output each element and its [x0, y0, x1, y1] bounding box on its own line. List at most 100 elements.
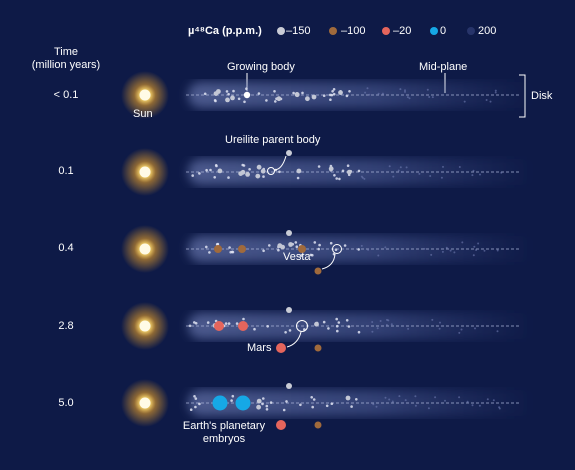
dust-particle [392, 175, 395, 178]
dust-particle [364, 91, 367, 94]
time-label-row3: 0.4 [58, 242, 74, 254]
dust-particle [399, 88, 402, 91]
dust-particle [328, 93, 332, 97]
time-label-row1: < 0.1 [53, 89, 79, 101]
vesta-body [314, 267, 322, 275]
dust-particle [225, 90, 229, 93]
disk-haze-row4 [188, 313, 533, 339]
dust-particle [388, 165, 391, 168]
dust-particle [338, 177, 341, 181]
legend-swatch-3 [430, 27, 438, 35]
planetesimal [260, 168, 266, 174]
sun-core-row4 [139, 320, 151, 332]
planetesimal [311, 94, 317, 100]
dust-particle [335, 317, 339, 321]
dust-particle [214, 99, 217, 103]
dust-particle [473, 245, 476, 248]
dust-particle [494, 89, 497, 92]
dust-particle [318, 243, 321, 247]
dust-particle [327, 327, 330, 330]
dust-particle [337, 321, 341, 324]
dust-particle [472, 254, 475, 257]
dust-particle [428, 96, 431, 98]
dust-particle [277, 248, 280, 252]
dust-particle [205, 245, 208, 249]
planetesimal [345, 395, 351, 401]
dust-particle [227, 176, 230, 179]
dust-particle [213, 176, 216, 179]
dust-particle [248, 168, 251, 171]
planetesimal [294, 92, 300, 98]
mars-body [276, 420, 286, 430]
dust-particle [262, 249, 265, 253]
time-label-row4: 2.8 [58, 320, 74, 332]
dust-particle [426, 88, 429, 91]
ureilite-parent-body [267, 167, 275, 175]
ureilite-arrow [273, 155, 287, 171]
dust-particle [442, 165, 444, 168]
dust-particle [384, 396, 387, 399]
dust-particle [228, 246, 231, 249]
dust-particle [345, 94, 349, 98]
planetesimal [217, 168, 223, 174]
dust-particle [397, 169, 400, 172]
dust-particle [227, 92, 230, 96]
dust-particle [334, 248, 338, 251]
dust-particle [230, 399, 233, 402]
dust-particle [273, 90, 276, 93]
dust-particle [332, 88, 336, 91]
planetesimal [256, 398, 262, 404]
dust-particle [461, 241, 464, 244]
dust-particle [198, 402, 201, 406]
dust-particle [292, 91, 295, 95]
dust-particle [235, 322, 239, 325]
dust-particle [333, 174, 336, 177]
dust-particle [325, 404, 329, 408]
dust-particle [322, 320, 326, 324]
planetesimal [296, 168, 302, 174]
dust-particle [216, 242, 220, 246]
planetesimal [305, 96, 310, 102]
dust-particle [444, 399, 446, 402]
mars-body [276, 343, 286, 353]
dust-particle [269, 401, 273, 404]
dust-particle [429, 175, 432, 177]
dust-particle [485, 99, 488, 101]
grey-body [286, 230, 292, 236]
dust-particle [478, 404, 481, 407]
dust-particle [399, 166, 402, 169]
dust-particle [232, 89, 235, 93]
dust-particle [438, 327, 441, 330]
dust-particle [243, 100, 246, 104]
dust-particle [440, 176, 443, 179]
dust-particle [406, 96, 409, 99]
dust-particle [377, 254, 380, 257]
dust-particle [427, 407, 430, 410]
vesta-label: Vesta [283, 251, 311, 263]
dust-particle [449, 249, 452, 252]
dust-particle [343, 244, 347, 247]
dust-particle [335, 177, 339, 180]
dust-particle [241, 163, 244, 167]
time-label-row5: 5.0 [58, 397, 74, 409]
dust-particle [458, 396, 461, 399]
dust-particle [355, 398, 358, 401]
time-axis-title: Time (million years) [28, 46, 104, 71]
dust-particle [345, 319, 349, 322]
dust-particle [407, 327, 410, 330]
dust-particle [348, 90, 351, 93]
dust-particle [253, 327, 256, 331]
dust-particle [296, 176, 300, 180]
brown-body [314, 421, 322, 429]
dust-particle [265, 99, 268, 102]
growing-body-label: Growing body [227, 61, 295, 73]
dust-particle [330, 402, 334, 406]
planetesimal [288, 242, 293, 247]
dust-particle [313, 241, 317, 244]
grey-body [286, 307, 292, 313]
dust-particle [245, 87, 248, 90]
dust-particle [414, 395, 417, 398]
dust-particle [262, 397, 265, 400]
dust-particle [332, 92, 336, 96]
